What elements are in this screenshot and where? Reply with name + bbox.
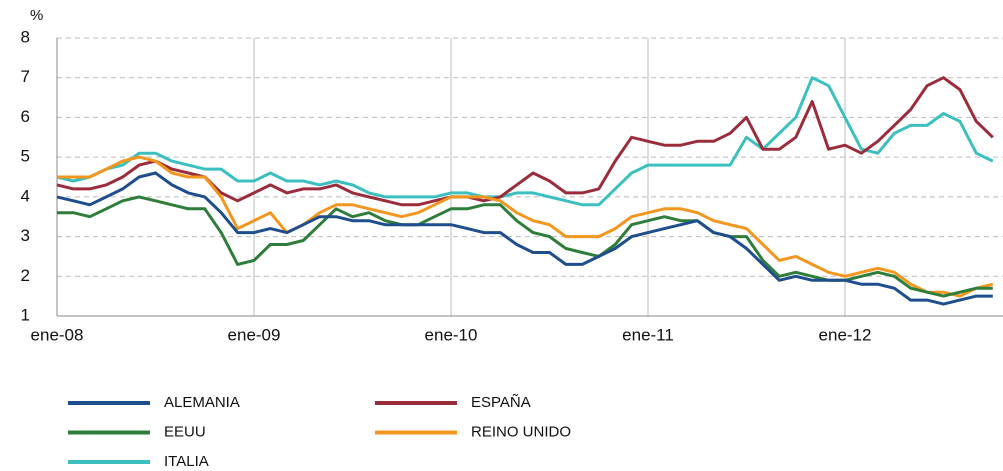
x-tick-label: ene-09 xyxy=(228,325,281,344)
x-tick-label: ene-12 xyxy=(819,325,872,344)
legend-label: REINO UNIDO xyxy=(471,423,571,440)
y-tick-label: 5 xyxy=(21,147,30,166)
y-axis-label: % xyxy=(30,7,43,24)
x-tick-label: ene-08 xyxy=(31,325,84,344)
legend-label: ALEMANIA xyxy=(164,394,240,411)
legend-label: EEUU xyxy=(164,423,206,440)
y-tick-label: 6 xyxy=(21,107,30,126)
y-tick-label: 1 xyxy=(21,305,30,324)
series-line xyxy=(56,76,994,207)
legend-label: ITALIA xyxy=(164,453,209,470)
series-line xyxy=(57,155,994,298)
y-tick-label: 7 xyxy=(21,67,30,86)
series-line xyxy=(56,171,993,306)
x-tick-label: ene-11 xyxy=(622,325,674,344)
legend-label: ESPAÑA xyxy=(471,394,531,411)
y-tick-label: 3 xyxy=(21,226,30,245)
x-tick-label: ene-10 xyxy=(425,325,478,344)
y-tick-label: 4 xyxy=(21,186,30,205)
series-line xyxy=(56,76,994,207)
y-tick-label: 2 xyxy=(21,266,30,285)
y-tick-label: 8 xyxy=(21,27,30,46)
